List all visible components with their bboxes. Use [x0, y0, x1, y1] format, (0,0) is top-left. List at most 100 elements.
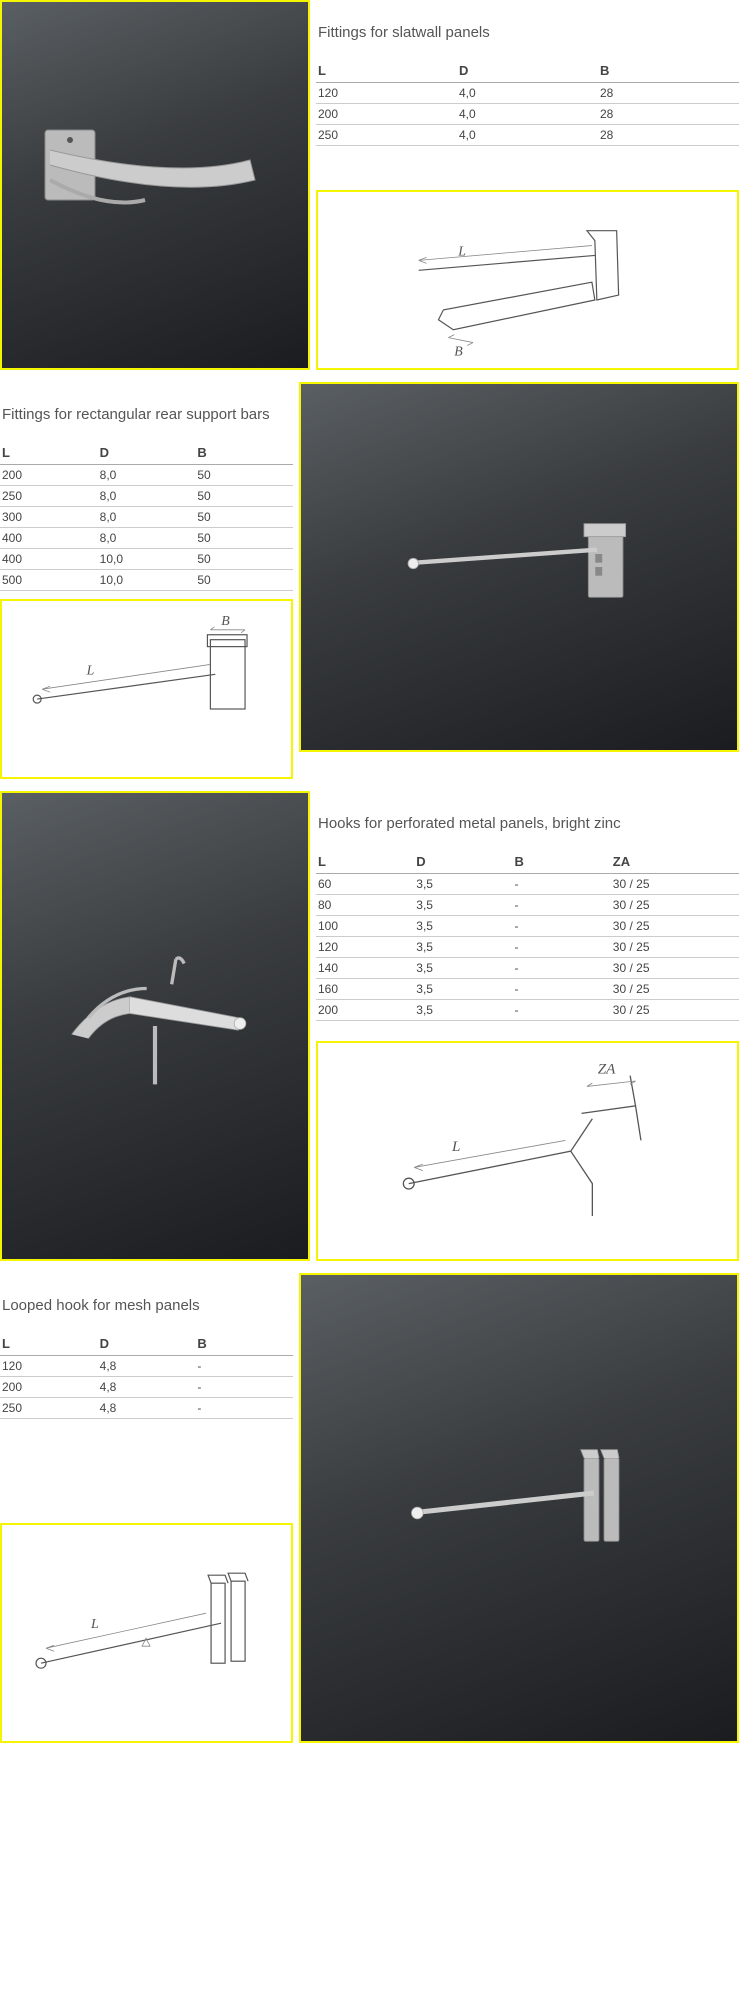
- svg-text:L: L: [451, 1139, 460, 1155]
- table-row: 1603,5-30 / 25: [316, 979, 739, 1000]
- svg-text:ZA: ZA: [598, 1061, 616, 1077]
- cell: 50: [195, 570, 293, 591]
- cell: 140: [316, 958, 414, 979]
- col-header: L: [316, 850, 414, 874]
- cell: 4,8: [98, 1356, 196, 1377]
- cell: -: [513, 1000, 611, 1021]
- col-header: L: [0, 1332, 98, 1356]
- table-row: 1403,5-30 / 25: [316, 958, 739, 979]
- product-section-mesh: Looped hook for mesh panels LDB1204,8-20…: [0, 1273, 739, 1743]
- cell: 250: [0, 1398, 98, 1419]
- spec-table: LDB1204,0282004,0282504,028: [316, 59, 739, 146]
- table-row: 2004,8-: [0, 1377, 293, 1398]
- cell: 160: [316, 979, 414, 1000]
- dimension-diagram: L ZA: [316, 1041, 739, 1261]
- cell: 10,0: [98, 549, 196, 570]
- col-header: B: [598, 59, 739, 83]
- table-row: 603,5-30 / 25: [316, 874, 739, 895]
- cell: 3,5: [414, 979, 512, 1000]
- product-title: Hooks for perforated metal panels, brigh…: [318, 813, 739, 834]
- cell: -: [195, 1356, 293, 1377]
- cell: 400: [0, 549, 98, 570]
- cell: 8,0: [98, 465, 196, 486]
- cell: 120: [316, 937, 414, 958]
- cell: 4,8: [98, 1377, 196, 1398]
- col-header: D: [98, 441, 196, 465]
- cell: -: [513, 937, 611, 958]
- col-header: D: [98, 1332, 196, 1356]
- cell: 8,0: [98, 486, 196, 507]
- dimension-diagram: L: [0, 1523, 293, 1743]
- col-header: D: [457, 59, 598, 83]
- table-row: 2008,050: [0, 465, 293, 486]
- hook-render-icon: [25, 951, 285, 1101]
- cell: 3,5: [414, 916, 512, 937]
- product-title: Fittings for rectangular rear support ba…: [2, 404, 293, 425]
- svg-text:L: L: [457, 243, 466, 258]
- cell: 8,0: [98, 507, 196, 528]
- cell: -: [195, 1377, 293, 1398]
- cell: -: [513, 916, 611, 937]
- cell: 28: [598, 125, 739, 146]
- table-row: 2504,8-: [0, 1398, 293, 1419]
- cell: 250: [0, 486, 98, 507]
- cell: 10,0: [98, 570, 196, 591]
- spec-table: LDB2008,0502508,0503008,0504008,05040010…: [0, 441, 293, 591]
- cell: 200: [316, 104, 457, 125]
- table-row: 40010,050: [0, 549, 293, 570]
- cell: 400: [0, 528, 98, 549]
- col-header: L: [0, 441, 98, 465]
- cell: 200: [0, 1377, 98, 1398]
- table-row: 803,5-30 / 25: [316, 895, 739, 916]
- cell: 30 / 25: [611, 895, 739, 916]
- table-row: 2004,028: [316, 104, 739, 125]
- cell: 4,0: [457, 83, 598, 104]
- cell: 100: [316, 916, 414, 937]
- hook-render-icon: [25, 110, 285, 260]
- cell: 3,5: [414, 895, 512, 916]
- hook-render-icon: [389, 492, 649, 642]
- cell: 8,0: [98, 528, 196, 549]
- table-row: 4008,050: [0, 528, 293, 549]
- cell: 50: [195, 486, 293, 507]
- svg-text:B: B: [222, 613, 231, 628]
- table-row: 2508,050: [0, 486, 293, 507]
- table-row: 50010,050: [0, 570, 293, 591]
- product-section-rect-bars: Fittings for rectangular rear support ba…: [0, 382, 739, 779]
- svg-text:B: B: [454, 343, 463, 358]
- product-render-slatwall: [0, 0, 310, 370]
- table-row: 1204,8-: [0, 1356, 293, 1377]
- svg-text:L: L: [90, 1617, 99, 1632]
- cell: -: [513, 874, 611, 895]
- cell: 28: [598, 104, 739, 125]
- cell: 3,5: [414, 874, 512, 895]
- spec-table: LDBZA603,5-30 / 25803,5-30 / 251003,5-30…: [316, 850, 739, 1021]
- cell: 4,8: [98, 1398, 196, 1419]
- table-row: 3008,050: [0, 507, 293, 528]
- col-header: L: [316, 59, 457, 83]
- cell: 80: [316, 895, 414, 916]
- info-column: Fittings for rectangular rear support ba…: [0, 382, 293, 779]
- cell: 60: [316, 874, 414, 895]
- table-row: 1203,5-30 / 25: [316, 937, 739, 958]
- cell: 30 / 25: [611, 916, 739, 937]
- cell: 50: [195, 507, 293, 528]
- info-column: Hooks for perforated metal panels, brigh…: [316, 791, 739, 1261]
- cell: 30 / 25: [611, 958, 739, 979]
- product-render-rect-bars: [299, 382, 739, 752]
- dimension-diagram: L B: [0, 599, 293, 779]
- col-header: D: [414, 850, 512, 874]
- cell: 120: [316, 83, 457, 104]
- cell: -: [513, 895, 611, 916]
- info-column: Fittings for slatwall panels LDB1204,028…: [316, 0, 739, 370]
- product-title: Fittings for slatwall panels: [318, 22, 739, 43]
- col-header: B: [513, 850, 611, 874]
- cell: 250: [316, 125, 457, 146]
- cell: 3,5: [414, 937, 512, 958]
- cell: 50: [195, 465, 293, 486]
- cell: 30 / 25: [611, 937, 739, 958]
- cell: 4,0: [457, 104, 598, 125]
- table-row: 1204,028: [316, 83, 739, 104]
- cell: 30 / 25: [611, 979, 739, 1000]
- cell: -: [513, 958, 611, 979]
